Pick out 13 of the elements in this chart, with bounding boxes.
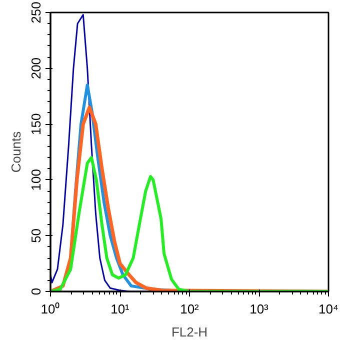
- x-tick-label: 10³: [250, 302, 270, 316]
- x-tick-label: 10⁴: [318, 302, 339, 316]
- y-tick-label: 150: [28, 113, 44, 135]
- y-tick-label: 250: [28, 2, 44, 24]
- y-tick-label: 200: [28, 57, 44, 80]
- y-tick-label: 50: [28, 228, 44, 243]
- y-axis-title: Counts: [8, 130, 24, 173]
- x-tick-label: 10¹: [110, 302, 130, 316]
- y-tick-label: 0: [28, 288, 44, 296]
- x-tick-label: 10²: [180, 302, 200, 316]
- y-tick-label: 100: [28, 169, 44, 191]
- x-axis-title: FL2-H: [171, 324, 208, 340]
- x-tick-label: 10⁰: [40, 302, 60, 316]
